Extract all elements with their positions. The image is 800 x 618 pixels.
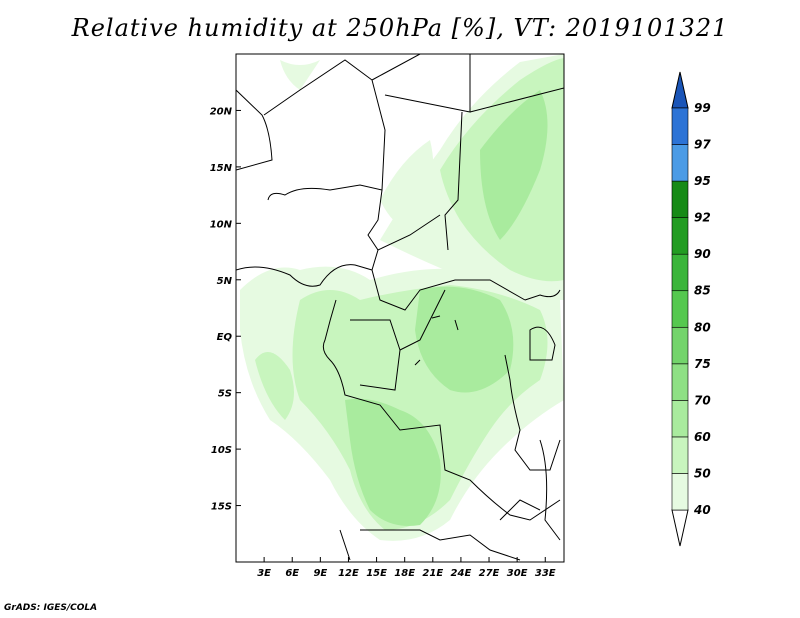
x-tick-label: 3E <box>257 568 271 579</box>
map-frame <box>235 53 565 563</box>
colorbar-segment <box>671 107 689 145</box>
x-tick-label: 15E <box>366 568 387 579</box>
map-title: Relative humidity at 250hPa [%], VT: 201… <box>71 14 729 42</box>
colorbar-label: 95 <box>694 174 711 188</box>
colorbar-segment <box>671 400 689 438</box>
colorbar-label: 80 <box>694 320 711 334</box>
y-tick-label: 5S <box>218 389 232 400</box>
colorbar-label: 97 <box>694 138 711 152</box>
y-tick-label: 10N <box>210 219 233 230</box>
colorbar-bottom-arrow <box>671 509 689 547</box>
colorbar-label: 70 <box>694 393 711 407</box>
x-tick-label: 21E <box>422 568 443 579</box>
map-axes: 3E 6E 9E 12E 15E 18E 21E 24E 27E 30E 33E 20N 15N 10N 5… <box>210 106 556 579</box>
humidity-area-basin <box>415 286 514 393</box>
grads-credit: GrADS: IGES/COLA <box>4 603 98 613</box>
x-tick-label: 24E <box>451 568 472 579</box>
colorbar-segment <box>671 253 689 292</box>
x-tick-label: 9E <box>313 568 327 579</box>
humidity-area-sw <box>255 352 294 420</box>
humidity-area-ne-core <box>480 90 548 240</box>
x-tick-label: 30E <box>507 568 528 579</box>
x-tick-label: 33E <box>535 568 556 579</box>
y-tick-label: EQ <box>217 332 233 343</box>
humidity-area-core <box>345 398 441 526</box>
colorbar-label: 99 <box>694 101 711 115</box>
colorbar-segment <box>671 326 689 365</box>
humidity-area-nw <box>280 60 320 90</box>
colorbar-label: 75 <box>694 357 711 371</box>
colorbar-label: 90 <box>694 247 711 261</box>
colorbar-top-arrow <box>671 71 689 109</box>
colorbar-label: 85 <box>694 284 711 298</box>
y-tick-label: 20N <box>210 106 233 117</box>
colorbar-segment <box>671 363 689 401</box>
country-boundaries <box>236 54 564 561</box>
y-tick-label: 10S <box>211 445 232 456</box>
colorbar-label: 92 <box>694 211 711 225</box>
y-tick-label: 15N <box>210 163 233 174</box>
x-tick-label: 27E <box>479 568 500 579</box>
colorbar-segment <box>671 290 689 328</box>
colorbar-segment <box>671 144 689 182</box>
colorbar-label: 40 <box>693 503 711 517</box>
colorbar-segment <box>671 436 689 474</box>
y-tick-label: 15S <box>211 502 232 513</box>
colorbar-label: 60 <box>694 430 711 444</box>
colorbar-segment <box>671 473 689 511</box>
humidity-shading <box>240 54 564 541</box>
y-tick-label: 5N <box>217 276 233 287</box>
x-tick-label: 12E <box>338 568 359 579</box>
x-tick-label: 18E <box>394 568 415 579</box>
colorbar-segment <box>671 217 689 255</box>
humidity-area-mid-band <box>380 140 434 227</box>
colorbar-label: 50 <box>694 466 711 480</box>
x-tick-label: 6E <box>285 568 299 579</box>
colorbar: 40 50 60 70 75 80 85 90 92 95 97 99 <box>671 71 711 547</box>
colorbar-segment <box>671 180 689 218</box>
